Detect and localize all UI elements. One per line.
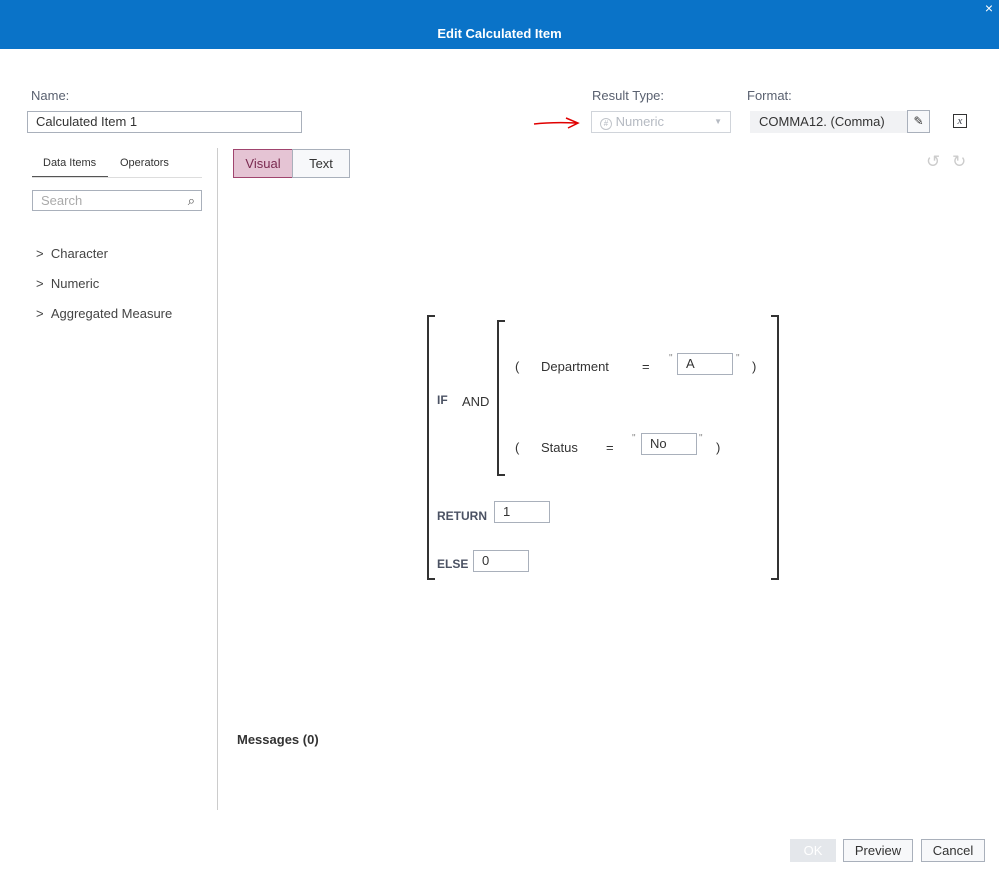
search-icon: ⌕ [187,193,195,208]
close-paren: ) [716,440,721,455]
tab-visual[interactable]: Visual [233,149,293,178]
return-keyword: RETURN [437,509,487,523]
pencil-icon: ✎ [913,114,924,128]
numeric-icon: # [600,118,612,130]
name-input[interactable]: Calculated Item 1 [27,111,302,133]
else-value-input[interactable]: 0 [473,550,529,572]
else-keyword: ELSE [437,557,469,571]
quote: " [632,433,636,444]
open-paren: ( [515,440,520,455]
format-label: Format: [747,88,792,103]
close-icon[interactable]: × [984,0,993,16]
undo-icon[interactable]: ↺ [926,152,941,171]
function-icon[interactable]: x [953,114,967,128]
search-input[interactable]: Search ⌕ [32,190,202,211]
tab-divider [32,177,202,178]
equals-operator[interactable]: = [642,359,650,374]
if-keyword: IF [437,393,448,407]
quote: " [736,353,740,364]
annotation-arrow [533,117,580,129]
return-value-input[interactable]: 1 [494,501,550,523]
tree-item-aggregated-measure[interactable]: > Aggregated Measure [36,306,173,321]
cancel-button[interactable]: Cancel [921,839,985,862]
panel-divider [217,148,218,810]
result-type-select[interactable]: # Numeric ▼ [591,111,731,133]
result-type-value: Numeric [615,114,665,129]
department-value-input[interactable]: A [677,353,733,375]
name-label: Name: [31,88,70,103]
tab-operators[interactable]: Operators [120,157,169,169]
close-paren: ) [752,359,757,374]
messages-heading: Messages (0) [237,732,319,747]
tree-item-character[interactable]: > Character [36,246,108,261]
outer-right-bracket [771,315,779,580]
tree-item-numeric[interactable]: > Numeric [36,276,100,291]
tab-text[interactable]: Text [292,149,350,178]
edit-format-button[interactable]: ✎ [907,110,930,133]
dialog-title: Edit Calculated Item [437,26,562,41]
and-operator[interactable]: AND [462,394,490,409]
dialog-title-bar: Edit Calculated Item [0,0,999,49]
open-paren: ( [515,359,520,374]
outer-left-bracket [427,315,435,580]
equals-operator[interactable]: = [606,440,614,455]
status-value-input[interactable]: No [641,433,697,455]
format-value: COMMA12. (Comma) [750,111,907,133]
ok-button[interactable]: OK [790,839,836,862]
quote: " [699,433,703,444]
field-status[interactable]: Status [541,440,578,455]
quote: " [669,353,673,364]
redo-icon[interactable]: ↻ [952,152,967,171]
field-department[interactable]: Department [541,359,609,374]
and-bracket [497,320,505,476]
result-type-label: Result Type: [592,88,665,103]
chevron-down-icon: ▼ [714,117,722,126]
tab-data-items[interactable]: Data Items [43,157,97,169]
preview-button[interactable]: Preview [843,839,913,862]
